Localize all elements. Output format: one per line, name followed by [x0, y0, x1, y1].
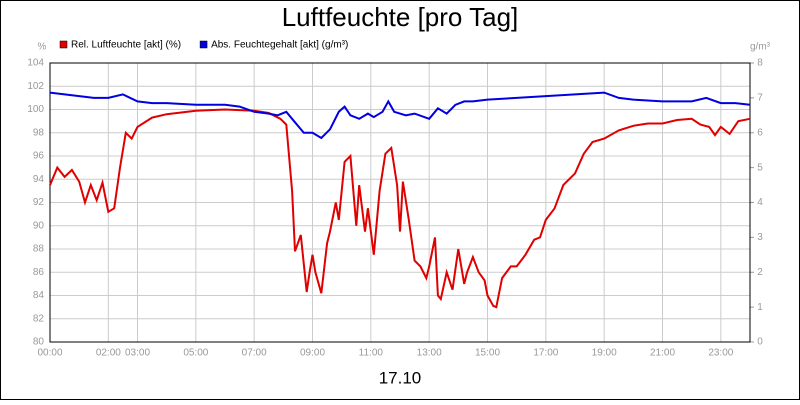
y2-tick-label: 3 [757, 232, 763, 243]
y-tick-label: 94 [33, 174, 45, 185]
line-series [49, 108, 751, 309]
legend-label: Rel. Luftfeuchte [akt] (%) [71, 40, 181, 51]
x-tick-label: 19:00 [592, 348, 617, 359]
y-tick-label: 96 [33, 151, 45, 162]
y-tick-label: 102 [27, 81, 44, 92]
y2-tick-label: 8 [757, 58, 763, 69]
x-tick-label: 09:00 [300, 348, 325, 359]
chart-title: Luftfeuchte [pro Tag] [282, 2, 519, 32]
y-axis-label: % [38, 42, 47, 53]
y-tick-label: 80 [33, 337, 45, 348]
y-tick-label: 86 [33, 267, 45, 278]
y2-tick-label: 1 [757, 302, 763, 313]
y2-tick-label: 2 [757, 267, 763, 278]
y-tick-label: 100 [27, 104, 44, 115]
y-tick-label: 90 [33, 220, 45, 231]
x-axis-label: 17.10 [379, 368, 422, 387]
y-tick-label: 104 [27, 58, 44, 69]
x-tick-label: 23:00 [708, 348, 733, 359]
legend-swatch [59, 40, 68, 49]
x-tick-label: 11:00 [359, 348, 384, 359]
line-series [49, 91, 751, 140]
y-tick-label: 98 [33, 127, 45, 138]
y2-tick-label: 6 [757, 127, 763, 138]
plot-area [49, 62, 751, 343]
y-tick-label: 88 [33, 244, 45, 255]
y-tick-label: 82 [33, 313, 45, 324]
x-tick-label: 00:00 [37, 348, 62, 359]
x-tick-label: 21:00 [650, 348, 675, 359]
y2-tick-label: 4 [757, 197, 763, 208]
y2-tick-label: 7 [757, 93, 763, 104]
x-tick-label: 02:00 [96, 348, 121, 359]
x-tick-label: 03:00 [125, 348, 150, 359]
x-tick-label: 07:00 [242, 348, 267, 359]
legend-label: Abs. Feuchtegehalt [akt] (g/m³) [211, 40, 348, 51]
x-tick-label: 17:00 [533, 348, 558, 359]
x-tick-label: 15:00 [475, 348, 500, 359]
y2-tick-label: 5 [757, 162, 763, 173]
y2-tick-label: 0 [757, 337, 763, 348]
legend-swatch [199, 40, 208, 49]
x-tick-label: 13:00 [417, 348, 442, 359]
y-tick-label: 92 [33, 197, 45, 208]
y2-axis-label: g/m³ [750, 42, 771, 53]
y-tick-label: 84 [33, 290, 45, 301]
x-tick-label: 05:00 [183, 348, 208, 359]
